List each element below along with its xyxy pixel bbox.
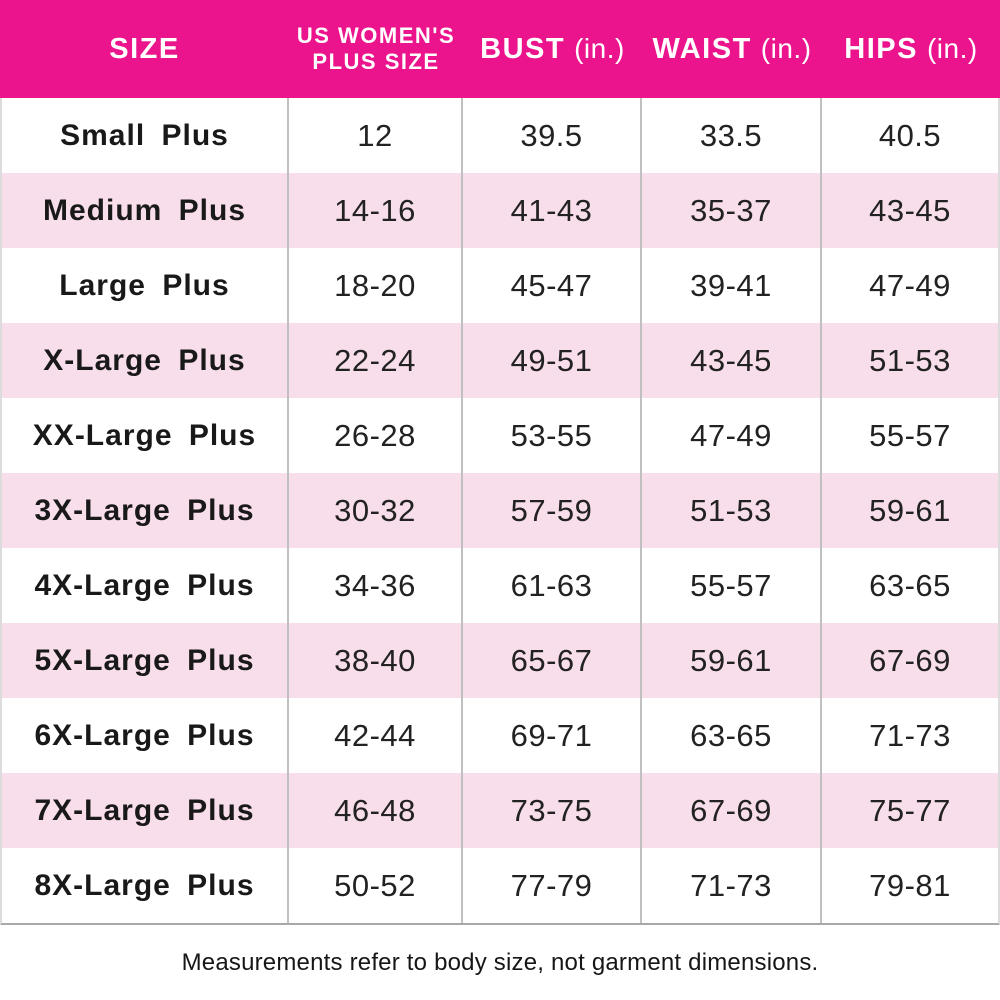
cell-waist: 59-61 [642,623,822,698]
table-body: Small Plus 12 39.5 33.5 40.5 Medium Plus… [0,98,1000,925]
cell-size: Small Plus [2,98,289,173]
cell-size: X-Large Plus [2,323,289,398]
table-row: X-Large Plus 22-24 49-51 43-45 51-53 [2,323,998,398]
cell-us-plus-size: 18-20 [289,248,463,323]
header-bust: BUST (in.) [463,0,642,98]
table-row: 6X-Large Plus 42-44 69-71 63-65 71-73 [2,698,998,773]
cell-bust: 41-43 [463,173,642,248]
cell-size: XX-Large Plus [2,398,289,473]
cell-waist: 51-53 [642,473,822,548]
header-bust-label: BUST [480,32,566,65]
table-header-row: SIZE US WOMEN'S PLUS SIZE BUST (in.) WAI… [0,0,1000,98]
header-size: SIZE [0,0,289,98]
header-us-plus-size: US WOMEN'S PLUS SIZE [289,0,463,98]
cell-size: Large Plus [2,248,289,323]
cell-us-plus-size: 46-48 [289,773,463,848]
cell-hips: 40.5 [878,117,942,153]
cell-size: 3X-Large Plus [2,473,289,548]
cell-waist: 71-73 [642,848,822,923]
header-us-plus-size-line1: US WOMEN'S [296,23,456,49]
header-waist: WAIST (in.) [642,0,822,98]
cell-size: 8X-Large Plus [2,848,289,923]
header-waist-label: WAIST [652,32,752,65]
cell-hips: 75-77 [869,792,951,828]
table-row: Large Plus 18-20 45-47 39-41 47-49 [2,248,998,323]
cell-hips: 43-45 [869,192,951,228]
cell-bust: 57-59 [463,473,642,548]
cell-us-plus-size: 14-16 [289,173,463,248]
header-bust-unit: (in.) [574,33,625,64]
cell-hips: 59-61 [869,492,951,528]
cell-bust: 39.5 [463,98,642,173]
cell-hips: 63-65 [869,567,951,603]
cell-us-plus-size: 50-52 [289,848,463,923]
cell-us-plus-size: 38-40 [289,623,463,698]
cell-bust: 61-63 [463,548,642,623]
cell-waist: 67-69 [642,773,822,848]
cell-waist: 63-65 [642,698,822,773]
header-hips-unit: (in.) [926,33,978,64]
cell-hips: 55-57 [869,417,951,453]
footnote-area: Measurements refer to body size, not gar… [0,925,1000,1000]
header-waist-unit: (in.) [760,33,812,64]
table-row: 3X-Large Plus 30-32 57-59 51-53 59-61 [2,473,998,548]
cell-size: 7X-Large Plus [2,773,289,848]
header-hips: HIPS (in.) [822,0,1000,98]
cell-waist: 43-45 [642,323,822,398]
cell-hips: 51-53 [869,342,951,378]
cell-bust: 53-55 [463,398,642,473]
cell-bust: 73-75 [463,773,642,848]
cell-us-plus-size: 22-24 [289,323,463,398]
cell-bust: 69-71 [463,698,642,773]
cell-size: 5X-Large Plus [2,623,289,698]
table-row: 5X-Large Plus 38-40 65-67 59-61 67-69 [2,623,998,698]
cell-us-plus-size: 30-32 [289,473,463,548]
cell-us-plus-size: 42-44 [289,698,463,773]
cell-hips: 71-73 [869,717,951,753]
table-row: Small Plus 12 39.5 33.5 40.5 [2,98,998,173]
table-row: XX-Large Plus 26-28 53-55 47-49 55-57 [2,398,998,473]
header-us-plus-size-line2: PLUS SIZE [312,49,440,74]
header-hips-label: HIPS [844,32,918,65]
cell-size: 6X-Large Plus [2,698,289,773]
cell-waist: 47-49 [642,398,822,473]
table-row: 8X-Large Plus 50-52 77-79 71-73 79-81 [2,848,998,923]
cell-bust: 49-51 [463,323,642,398]
cell-bust: 65-67 [463,623,642,698]
cell-us-plus-size: 26-28 [289,398,463,473]
table-row: 7X-Large Plus 46-48 73-75 67-69 75-77 [2,773,998,848]
cell-waist: 39-41 [642,248,822,323]
cell-size: 4X-Large Plus [2,548,289,623]
cell-hips: 47-49 [869,267,951,303]
table-row: Medium Plus 14-16 41-43 35-37 43-45 [2,173,998,248]
cell-us-plus-size: 12 [289,98,463,173]
cell-bust: 77-79 [463,848,642,923]
header-size-label: SIZE [109,32,180,65]
cell-bust: 45-47 [463,248,642,323]
cell-waist: 33.5 [642,98,822,173]
table-row: 4X-Large Plus 34-36 61-63 55-57 63-65 [2,548,998,623]
cell-hips: 79-81 [869,867,951,903]
header-us-plus-size-stack: US WOMEN'S PLUS SIZE [297,23,455,75]
footnote: Measurements refer to body size, not gar… [181,948,819,976]
cell-hips: 67-69 [869,642,951,678]
cell-waist: 55-57 [642,548,822,623]
cell-us-plus-size: 34-36 [289,548,463,623]
cell-size: Medium Plus [2,173,289,248]
cell-waist: 35-37 [642,173,822,248]
